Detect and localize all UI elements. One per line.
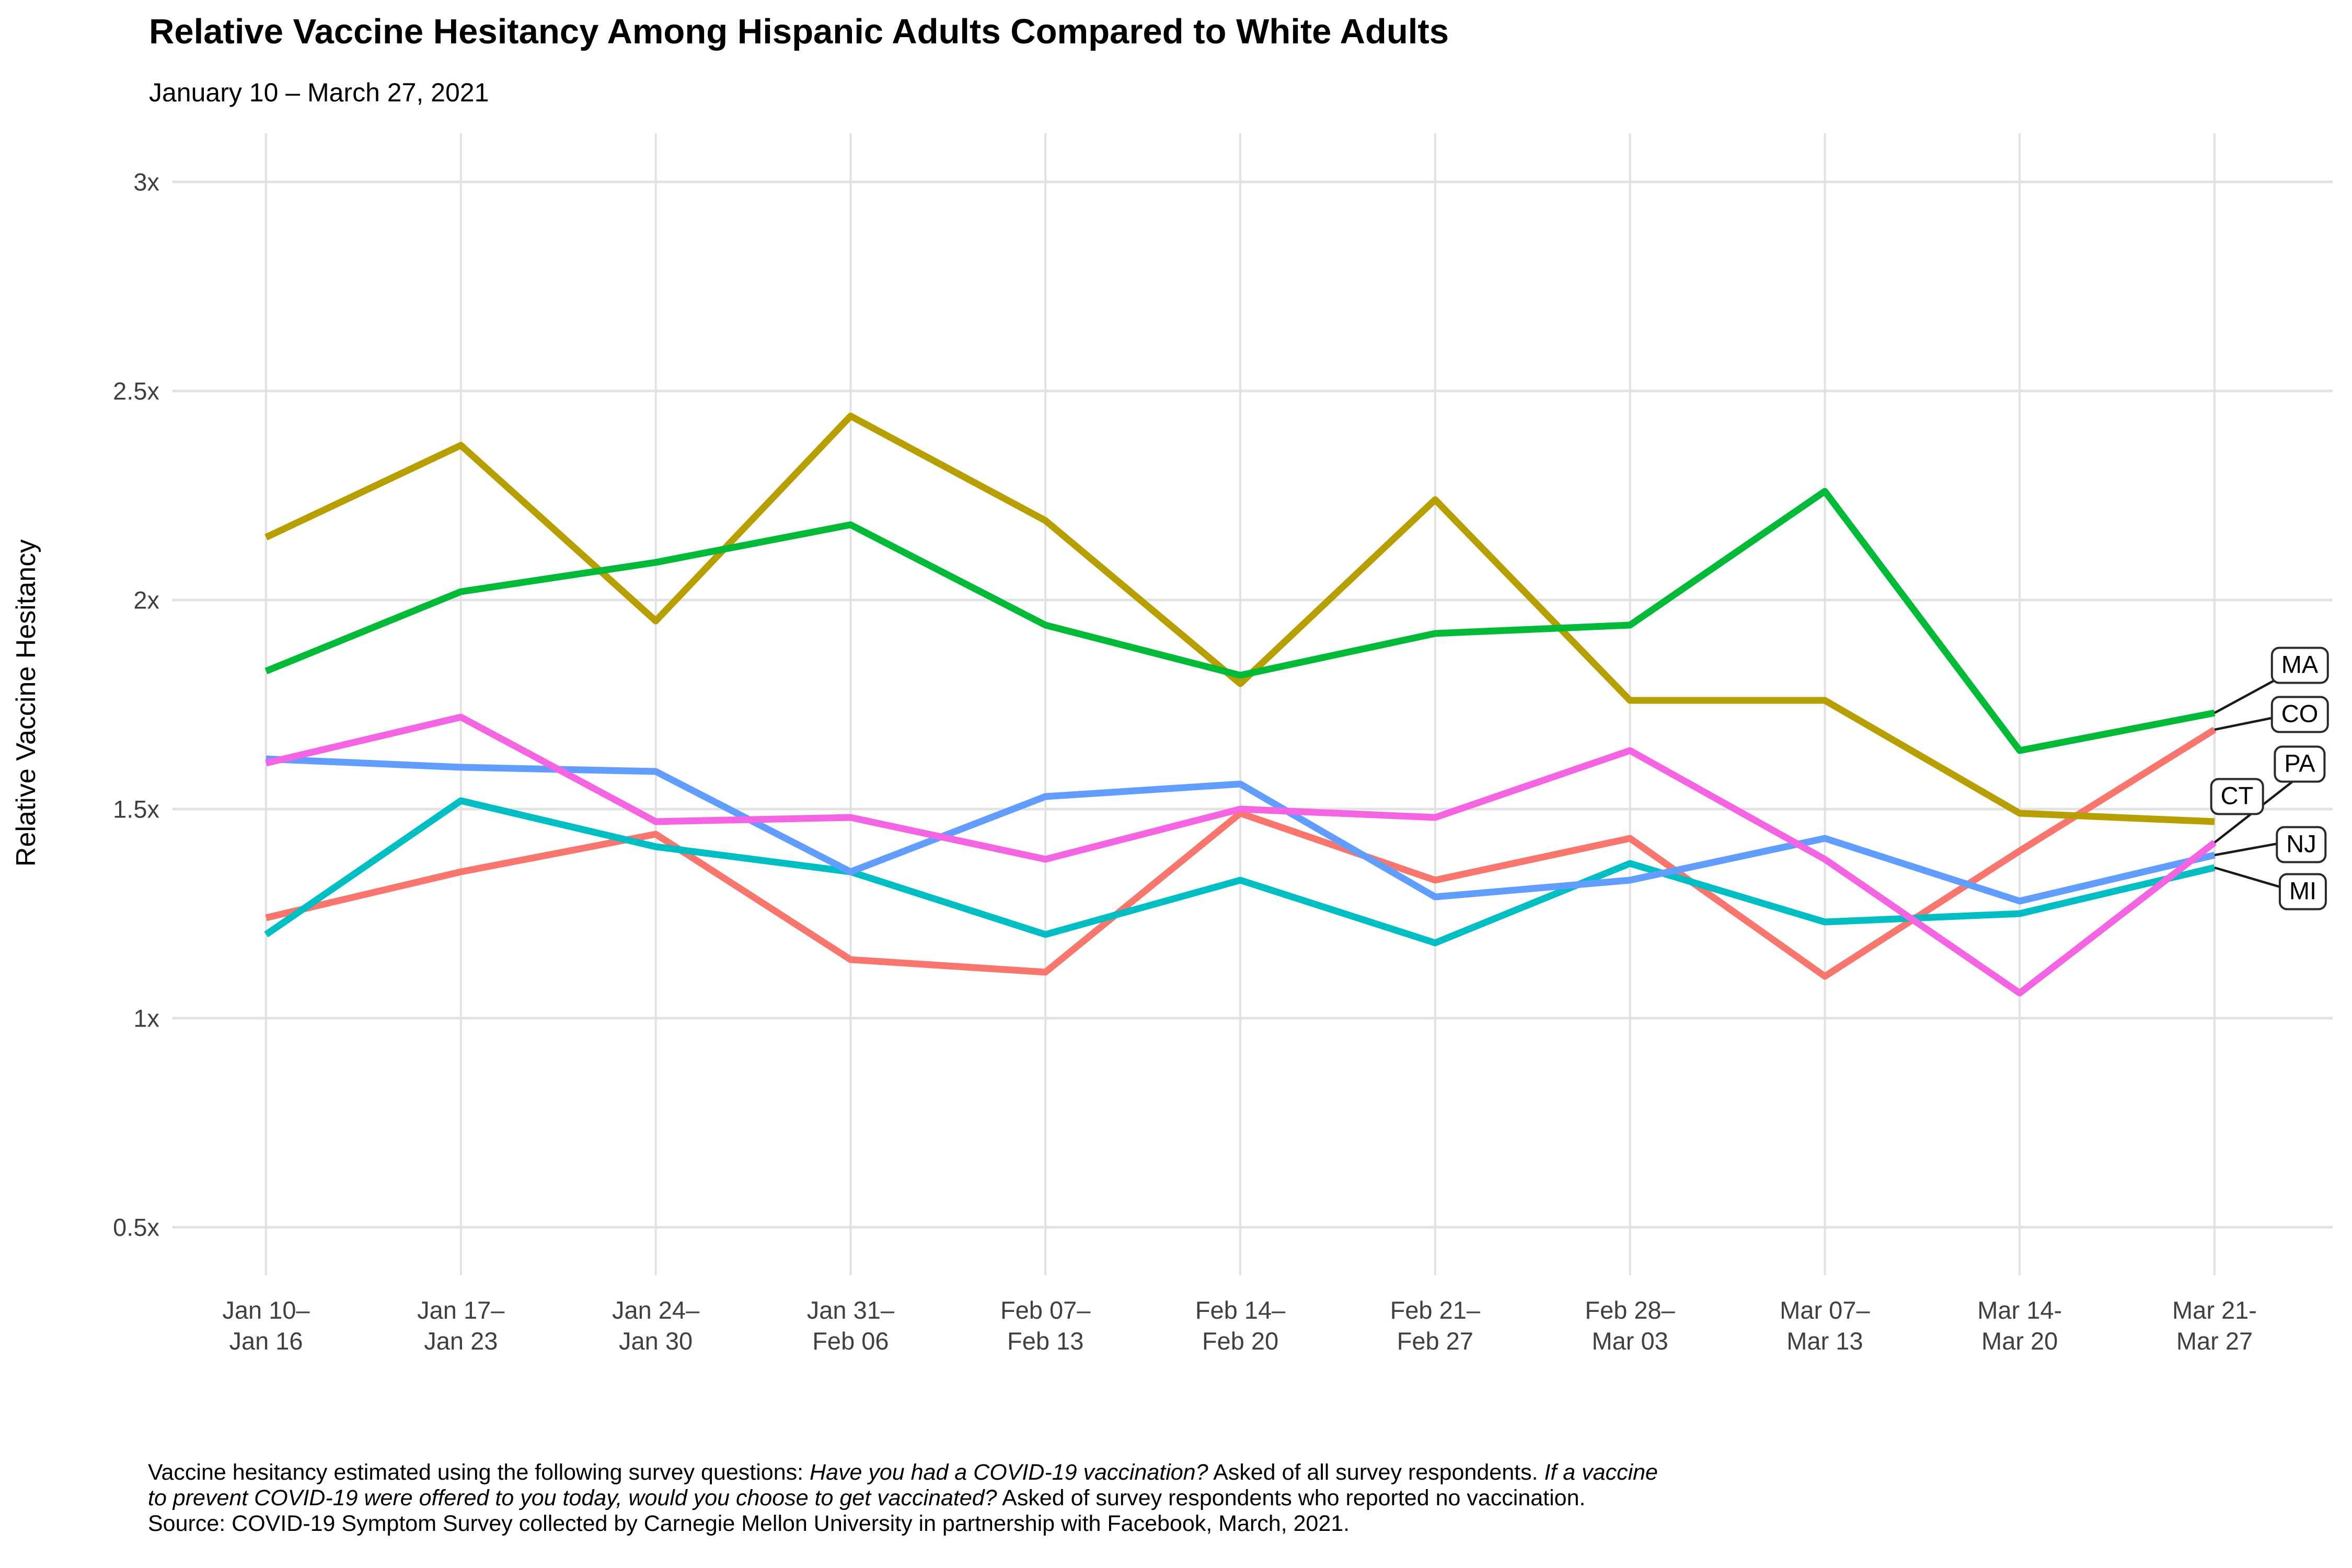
y-tick-label-1.5x: 1.5x xyxy=(113,795,159,823)
series-line-MA xyxy=(264,488,2216,754)
y-tick-label-1x: 1x xyxy=(133,1004,159,1032)
x-tick-label-2: Jan 17– Jan 23 xyxy=(417,1296,505,1355)
end-label-leader-MA xyxy=(2213,678,2277,714)
y-tick-label-2.5x: 2.5x xyxy=(113,377,159,405)
x-tick-label-1: Jan 10– Jan 16 xyxy=(222,1296,310,1355)
series-line-CT xyxy=(264,412,2215,825)
series-line-PA xyxy=(265,713,2217,997)
end-label-CT: CT xyxy=(2210,778,2264,815)
end-label-MI: MI xyxy=(2278,873,2327,910)
end-label-CO: CO xyxy=(2270,696,2329,733)
series-line-CO xyxy=(265,727,2217,980)
series-line-NJ xyxy=(266,755,2216,905)
x-tick-label-3: Jan 24– Jan 30 xyxy=(612,1296,700,1355)
x-tick-label-6: Feb 14– Feb 20 xyxy=(1195,1296,1286,1355)
y-tick-label-0.5x: 0.5x xyxy=(113,1213,159,1241)
x-tick-label-10: Mar 14- Mar 20 xyxy=(1977,1296,2062,1355)
end-label-leader-NJ xyxy=(2214,842,2278,857)
footnote-line-1: Vaccine hesitancy estimated using the fo… xyxy=(148,1460,1658,1485)
end-label-NJ: NJ xyxy=(2276,826,2327,863)
footnote-line-3: Source: COVID-19 Symptom Survey collecte… xyxy=(148,1511,1350,1537)
end-label-leader-MI xyxy=(2214,866,2282,889)
x-tick-label-8: Feb 28– Mar 03 xyxy=(1585,1296,1675,1355)
x-tick-label-7: Feb 21– Feb 27 xyxy=(1390,1296,1481,1355)
end-label-MA: MA xyxy=(2270,647,2329,684)
chart-title: Relative Vaccine Hesitancy Among Hispani… xyxy=(149,12,1449,51)
series-line-MI xyxy=(264,797,2216,947)
y-tick-label-3x: 3x xyxy=(133,168,159,196)
end-label-PA: PA xyxy=(2274,745,2326,783)
end-label-leader-CO xyxy=(2214,716,2277,731)
y-tick-label-2x: 2x xyxy=(133,586,159,614)
x-tick-label-4: Jan 31– Feb 06 xyxy=(806,1296,895,1355)
footnote-line-2: to prevent COVID-19 were offered to you … xyxy=(148,1485,1586,1511)
x-tick-label-11: Mar 21- Mar 27 xyxy=(2172,1296,2257,1355)
x-tick-label-5: Feb 07– Feb 13 xyxy=(1000,1296,1091,1355)
chart-footnote: Vaccine hesitancy estimated using the fo… xyxy=(148,1460,1658,1537)
x-tick-label-9: Mar 07– Mar 13 xyxy=(1780,1296,1870,1355)
chart-subtitle: January 10 – March 27, 2021 xyxy=(149,78,489,107)
